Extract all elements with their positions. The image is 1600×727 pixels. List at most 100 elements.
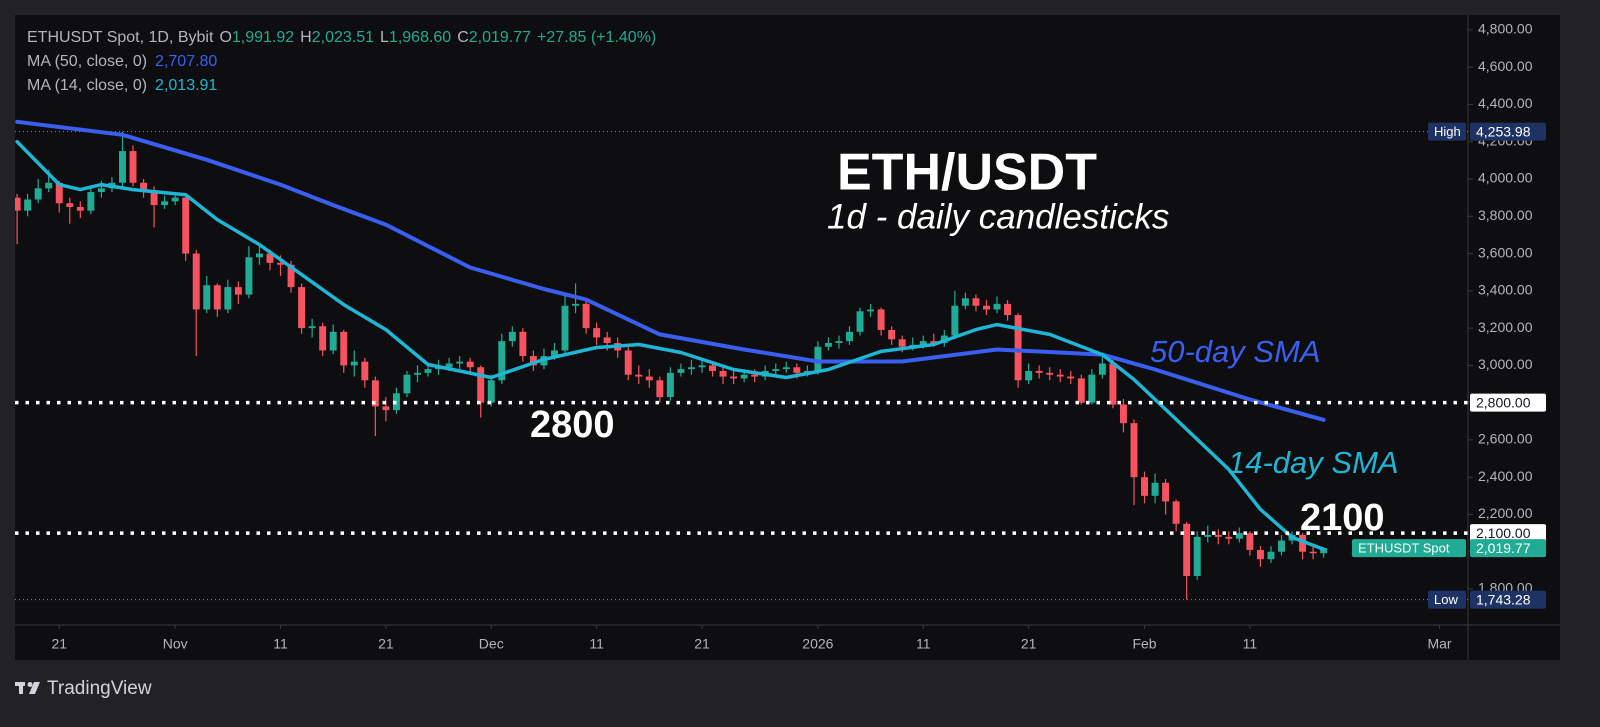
candle-body [1235,533,1243,539]
x-tick-label: Mar [1427,636,1451,652]
candle-body [350,361,358,366]
candle-body [656,380,664,398]
candle-body [772,369,780,371]
candle-body [277,262,284,265]
candle-body [76,206,84,211]
axis-price-label: 2,800.00 [1476,394,1531,410]
candle-body [182,197,190,254]
candle-body [550,350,558,357]
chart-subtitle: 1d - daily candlesticks [827,197,1169,236]
candle-body [982,305,990,310]
ma-line [15,119,1326,422]
legend-row: ETHUSDT Spot, 1D, Bybit O1,991.92 H2,023.5… [27,26,656,50]
candle-body [129,151,137,183]
x-tick-label: 21 [51,636,67,652]
price-marker-tag [1352,539,1466,558]
candle-body [645,376,653,381]
candle-body [1278,540,1285,552]
price-marker-name: Low [1434,592,1458,607]
x-tick-label: Feb [1132,636,1156,652]
x-tick-label: Dec [479,636,504,652]
legend-text: 1,968.60 [388,29,452,46]
candle-body [677,369,685,373]
axis-price-label: 2,100.00 [1476,525,1531,541]
candle-body [213,285,221,310]
candle-body [877,309,885,330]
axis-price-box [1470,393,1546,412]
candle-body [255,253,263,258]
candle-body [898,339,906,347]
candle-body [1088,374,1096,403]
candle-body [1004,303,1012,316]
candle-body [972,298,980,306]
candle-body [456,361,464,364]
legend-text: 2,013.91 [155,77,218,94]
candle-body [751,374,759,377]
candle-body [930,341,938,344]
candle-body [593,328,601,338]
candle-body [1246,533,1254,550]
legend-text: C [457,29,469,46]
x-tick-label: 21 [694,636,710,652]
candle-body [192,253,200,310]
candle-body [1025,370,1033,381]
price-marker-value: 1,743.28 [1476,591,1531,607]
candle-body [287,264,295,288]
candle-body [24,199,32,211]
legend-text: MA (14, close, 0) [27,77,148,94]
candle-body [371,380,379,407]
legend-text: MA (50, close, 0) [27,53,148,70]
price-line-annotation: 2100 [1300,497,1385,539]
x-tick-label: 11 [273,636,288,652]
candle-body [1109,363,1117,405]
candle-body [698,365,706,368]
candle-body [55,182,63,204]
candle-body [1098,363,1106,375]
legend: ETHUSDT Spot, 1D, Bybit O1,991.92 H2,023.5… [27,26,656,98]
candle-body [730,376,738,379]
candle-body [97,188,105,193]
candle-body [709,365,717,371]
candle-body [1172,501,1180,524]
candle-body [403,374,411,394]
x-tick-label: 11 [589,636,604,652]
footer-text: TradingView [47,678,152,699]
candle-body [919,341,927,345]
candle-body [1056,374,1064,377]
candle-body [245,257,253,295]
candle-body [140,182,148,191]
candle-body [603,337,611,344]
y-tick-label: 4,600.00 [1478,58,1533,74]
candle-body [572,303,580,306]
candle-body [1046,372,1054,375]
candle-body [1214,534,1222,537]
legend-text: H [300,29,312,46]
candle-body [361,361,369,381]
candle-body [1014,315,1022,381]
candle-body [961,298,969,306]
candle-body [34,188,42,200]
candle-body [161,201,169,206]
candle-body [519,331,527,357]
candle-body [719,370,727,377]
candle-body [1035,370,1043,373]
candle-body [319,326,327,351]
y-tick-label: 3,000.00 [1478,356,1533,372]
candle-body [224,287,232,310]
price-line-annotation: 2800 [530,404,615,446]
candle-body [87,192,95,211]
candle-body [856,311,864,332]
candle-body [508,331,516,342]
candle-body [308,326,316,329]
legend-text: +27.85 (+1.40%) [537,29,657,46]
x-tick-label: 2026 [802,636,833,652]
plot-area [15,119,1468,601]
candle-body [498,341,506,381]
footer-logo [15,682,40,694]
candle-body [824,343,832,347]
price-marker-name: High [1434,124,1461,139]
candle-body [835,341,843,344]
legend-row: MA (50, close, 0) 2,707.80 [27,50,656,74]
legend-text: 2,019.77 [468,29,532,46]
